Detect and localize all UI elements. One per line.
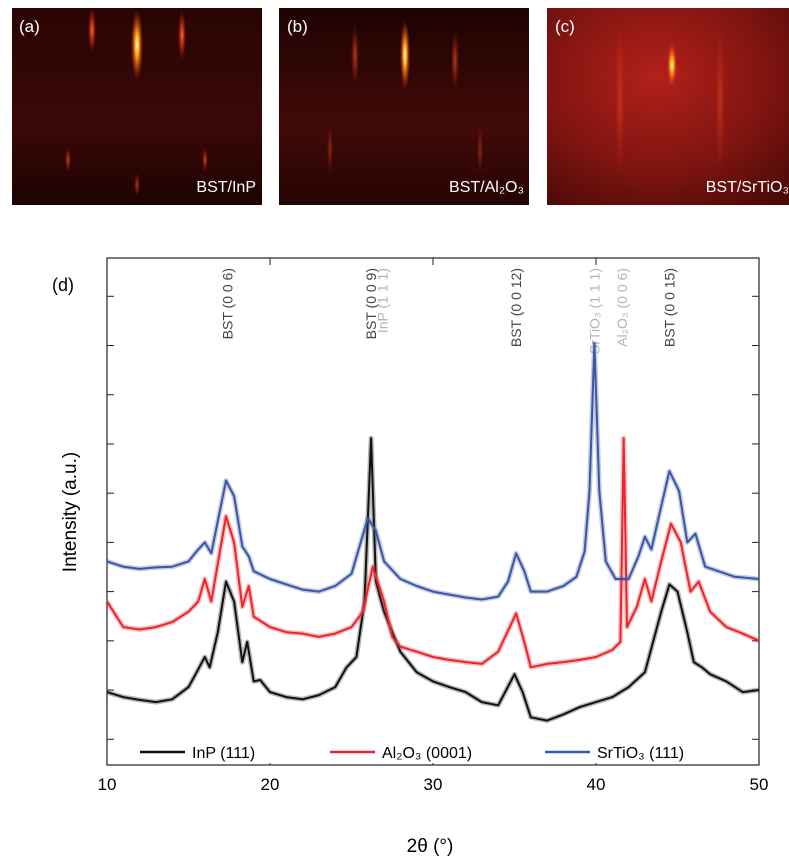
peak-label: InP (1 1 1) bbox=[374, 268, 390, 333]
x-tick-label: 20 bbox=[261, 775, 280, 794]
x-tick-label: 40 bbox=[587, 775, 606, 794]
peak-label: SrTiO₃ (1 1 1) bbox=[586, 268, 602, 354]
series-line-halo bbox=[104, 435, 761, 670]
image-caption: BST/SrTiO₃ bbox=[706, 179, 789, 196]
image-a: (a) BST/InP bbox=[12, 8, 262, 205]
image-b: (b) BST/Al₂O₃ bbox=[279, 8, 529, 205]
y-axis-label: Intensity (a.u.) bbox=[60, 452, 81, 572]
legend-label: SrTiO₃ (111) bbox=[597, 745, 684, 762]
image-label: (c) bbox=[555, 17, 575, 36]
peak-label: BST (0 0 15) bbox=[661, 268, 677, 347]
legend-bg bbox=[541, 741, 711, 763]
x-tick-label: 50 bbox=[750, 775, 769, 794]
image-label: (b) bbox=[287, 17, 308, 36]
series-line bbox=[106, 437, 760, 669]
legend-label: Al₂O₃ (0001) bbox=[382, 745, 472, 762]
series-line bbox=[106, 342, 760, 601]
panel-label: (d) bbox=[52, 275, 74, 295]
legend-bg bbox=[326, 741, 521, 763]
x-tick-label: 10 bbox=[98, 775, 117, 794]
peak-label: BST (0 0 6) bbox=[220, 268, 236, 339]
image-label: (a) bbox=[19, 17, 40, 36]
image-caption: BST/InP bbox=[196, 179, 256, 196]
legend-bg bbox=[136, 741, 306, 763]
peak-label: BST (0 0 12) bbox=[508, 268, 524, 347]
peak-label: BST (0 0 9) bbox=[363, 268, 379, 339]
x-axis-label: 2θ (°) bbox=[407, 836, 454, 857]
series-line bbox=[106, 437, 760, 722]
image-c: (c) BST/SrTiO₃ bbox=[547, 8, 789, 205]
x-tick-label: 30 bbox=[424, 775, 443, 794]
image-caption: BST/Al₂O₃ bbox=[449, 179, 524, 196]
peak-label: Al₂O₃ (0 0 6) bbox=[614, 268, 630, 347]
legend-label: InP (111) bbox=[192, 745, 255, 762]
